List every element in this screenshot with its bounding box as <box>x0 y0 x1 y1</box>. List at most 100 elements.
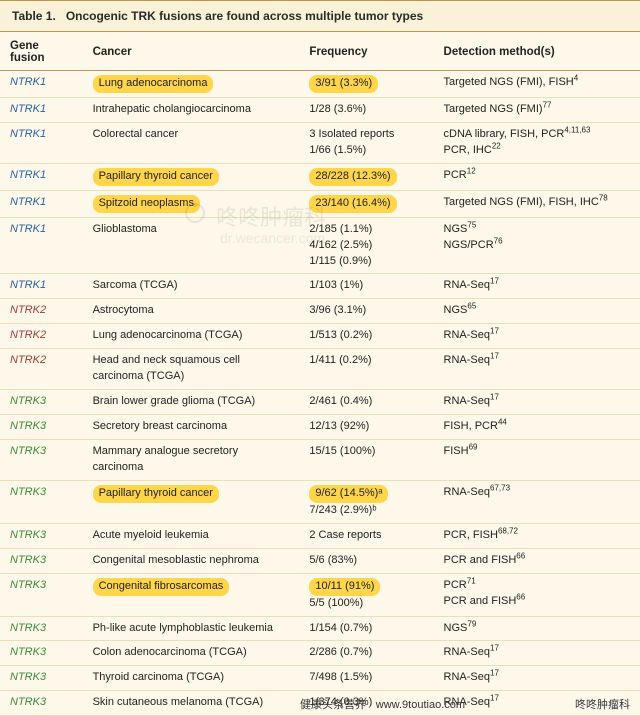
table-row: NTRK2Astrocytoma3/96 (3.1%)NGS65 <box>0 299 640 324</box>
highlight: Papillary thyroid cancer <box>93 168 219 186</box>
method-cell: RNA-Seq17 <box>434 666 640 691</box>
gene-cell: NTRK3 <box>0 691 83 716</box>
table-number: Table 1. <box>12 9 56 23</box>
table-row: NTRK3Acute myeloid leukemia2 Case report… <box>0 523 640 548</box>
gene-cell: NTRK3 <box>0 415 83 440</box>
highlight: Congenital fibrosarcomas <box>93 578 230 596</box>
table-row: NTRK3Ph-like acute lymphoblastic leukemi… <box>0 616 640 641</box>
cancer-cell: Ph-like acute lymphoblastic leukemia <box>83 616 300 641</box>
frequency-cell: 7/498 (1.5%) <box>299 666 433 691</box>
gene-cell: NTRK3 <box>0 573 83 616</box>
table-row: NTRK3Secretory breast carcinoma12/13 (92… <box>0 415 640 440</box>
method-cell: NGS79 <box>434 616 640 641</box>
gene-cell: NTRK3 <box>0 440 83 481</box>
citation-sup: 69 <box>469 442 478 451</box>
header-freq: Frequency <box>299 32 433 71</box>
cancer-cell: Lung adenocarcinoma (TCGA) <box>83 324 300 349</box>
citation-sup: 77 <box>543 100 552 109</box>
method-cell: RNA-Seq17 <box>434 641 640 666</box>
table-row: NTRK3Colon adenocarcinoma (TCGA)2/286 (0… <box>0 641 640 666</box>
gene-cell: NTRK2 <box>0 349 83 390</box>
citation-sup: 75 <box>467 220 476 229</box>
table-row: NTRK1Intrahepatic cholangiocarcinoma1/28… <box>0 97 640 122</box>
citation-sup: 17 <box>490 352 499 361</box>
table-container: Table 1. Oncogenic TRK fusions are found… <box>0 0 640 716</box>
gene-cell: NTRK3 <box>0 548 83 573</box>
cancer-cell: Lung adenocarcinoma <box>83 71 300 98</box>
highlight: Spitzoid neoplasms <box>93 195 200 213</box>
citation-sup: 76 <box>494 236 503 245</box>
gene-cell: NTRK1 <box>0 97 83 122</box>
cancer-cell: Intrahepatic cholangiocarcinoma <box>83 97 300 122</box>
method-cell: PCR and FISH66 <box>434 548 640 573</box>
table-row: NTRK3Papillary thyroid cancer9/62 (14.5%… <box>0 480 640 523</box>
highlight: 3/91 (3.3%) <box>309 75 378 93</box>
table-row: NTRK1Lung adenocarcinoma3/91 (3.3%)Targe… <box>0 71 640 98</box>
citation-sup: 66 <box>516 592 525 601</box>
table-row: NTRK1Sarcoma (TCGA)1/103 (1%)RNA-Seq17 <box>0 274 640 299</box>
frequency-cell: 2/461 (0.4%) <box>299 390 433 415</box>
method-cell: RNA-Seq17 <box>434 390 640 415</box>
cancer-cell: Papillary thyroid cancer <box>83 480 300 523</box>
table-row: NTRK3Mammary analogue secretory carcinom… <box>0 440 640 481</box>
table-row: NTRK3Thyroid carcinoma (TCGA)7/498 (1.5%… <box>0 666 640 691</box>
cancer-cell: Thyroid carcinoma (TCGA) <box>83 666 300 691</box>
cancer-cell: Astrocytoma <box>83 299 300 324</box>
gene-cell: NTRK2 <box>0 324 83 349</box>
citation-sup: 17 <box>490 644 499 653</box>
cancer-cell: Colon adenocarcinoma (TCGA) <box>83 641 300 666</box>
frequency-cell: 15/15 (100%) <box>299 440 433 481</box>
cancer-cell: Colorectal cancer <box>83 122 300 163</box>
citation-sup: 4 <box>574 73 578 82</box>
frequency-cell: 28/228 (12.3%) <box>299 163 433 190</box>
method-cell: FISH, PCR44 <box>434 415 640 440</box>
table-title-bar: Table 1. Oncogenic TRK fusions are found… <box>0 0 640 32</box>
method-cell: Targeted NGS (FMI), FISH, IHC78 <box>434 190 640 217</box>
gene-cell: NTRK1 <box>0 190 83 217</box>
cancer-cell: Congenital fibrosarcomas <box>83 573 300 616</box>
citation-sup: 78 <box>599 193 608 202</box>
table-body: NTRK1Lung adenocarcinoma3/91 (3.3%)Targe… <box>0 71 640 716</box>
gene-cell: NTRK1 <box>0 274 83 299</box>
gene-cell: NTRK1 <box>0 71 83 98</box>
table-row: NTRK1Glioblastoma2/185 (1.1%)4/162 (2.5%… <box>0 217 640 274</box>
gene-cell: NTRK3 <box>0 616 83 641</box>
table-row: NTRK2Lung adenocarcinoma (TCGA)1/513 (0.… <box>0 324 640 349</box>
frequency-cell: 2/286 (0.7%) <box>299 641 433 666</box>
cancer-cell: Head and neck squamous cell carcinoma (T… <box>83 349 300 390</box>
gene-cell: NTRK2 <box>0 299 83 324</box>
highlight: 9/62 (14.5%)ᵃ <box>309 485 388 503</box>
citation-sup: 17 <box>490 327 499 336</box>
header-cancer: Cancer <box>83 32 300 71</box>
citation-sup: 4,11,63 <box>564 125 590 134</box>
citation-sup: 66 <box>516 551 525 560</box>
table-caption: Oncogenic TRK fusions are found across m… <box>66 9 423 23</box>
cancer-cell: Brain lower grade glioma (TCGA) <box>83 390 300 415</box>
method-cell: NGS75NGS/PCR76 <box>434 217 640 274</box>
citation-sup: 17 <box>490 277 499 286</box>
cancer-cell: Papillary thyroid cancer <box>83 163 300 190</box>
gene-cell: NTRK1 <box>0 122 83 163</box>
citation-sup: 67,73 <box>490 483 510 492</box>
frequency-cell: 12/13 (92%) <box>299 415 433 440</box>
method-cell: PCR71PCR and FISH66 <box>434 573 640 616</box>
citation-sup: 68,72 <box>498 526 518 535</box>
header-row: Gene fusion Cancer Frequency Detection m… <box>0 32 640 71</box>
table-row: NTRK3Congenital mesoblastic nephroma5/6 … <box>0 548 640 573</box>
frequency-cell: 1/411 (0.2%) <box>299 349 433 390</box>
header-gene: Gene fusion <box>0 32 83 71</box>
method-cell: Targeted NGS (FMI)77 <box>434 97 640 122</box>
gene-cell: NTRK1 <box>0 217 83 274</box>
footer-left: 健康头条营养 · www.9toutiao.com <box>300 696 465 712</box>
frequency-cell: 5/6 (83%) <box>299 548 433 573</box>
table-row: NTRK1 Spitzoid neoplasms 23/140 (16.4%) Tar… <box>0 190 640 217</box>
data-table: Gene fusion Cancer Frequency Detection m… <box>0 32 640 716</box>
frequency-cell: 1/103 (1%) <box>299 274 433 299</box>
gene-cell: NTRK3 <box>0 390 83 415</box>
frequency-cell: 10/11 (91%)5/5 (100%) <box>299 573 433 616</box>
method-cell: RNA-Seq17 <box>434 274 640 299</box>
frequency-cell: 23/140 (16.4%) <box>299 190 433 217</box>
frequency-cell: 3/91 (3.3%) <box>299 71 433 98</box>
gene-cell: NTRK1 <box>0 163 83 190</box>
highlight: 23/140 (16.4%) <box>309 195 396 213</box>
